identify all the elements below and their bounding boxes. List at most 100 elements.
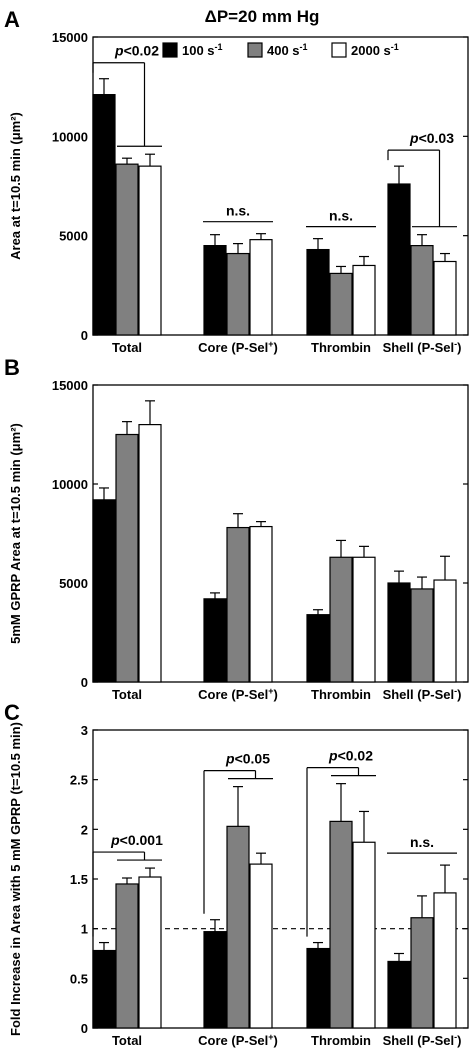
bar — [92, 949, 116, 1029]
bar — [387, 582, 411, 683]
bar — [249, 525, 273, 683]
y-tick-label: 3 — [81, 723, 88, 738]
bar — [115, 433, 139, 683]
bar — [410, 917, 434, 1029]
bar — [329, 556, 353, 683]
bar — [387, 183, 411, 336]
category-label-sup: - — [454, 686, 457, 696]
bar — [203, 245, 227, 336]
ns-label: n.s. — [226, 203, 250, 219]
bar — [306, 947, 330, 1029]
legend-label: 400 s-1 — [267, 42, 308, 58]
category-label-close: ) — [457, 1033, 461, 1048]
bar — [352, 841, 376, 1029]
p-threshold: <0.02 — [338, 748, 374, 764]
y-tick-label: 1 — [81, 922, 88, 937]
category-label: Core (P-Sel+) — [198, 686, 278, 702]
y-tick-label: 0 — [81, 1021, 88, 1036]
chart-panel: A 0 5000 10000 15000 Area at t=10.5 min (μm²)… — [4, 7, 469, 355]
category-label-text: Thrombin — [311, 340, 371, 355]
category-label-close: ) — [274, 340, 278, 355]
legend-label: 2000 s-1 — [351, 42, 399, 58]
p-symbol: p — [328, 748, 338, 764]
category-label-text: Core (P-Sel — [198, 1033, 268, 1048]
y-axis-label: 5mM GPRP Area at t=10.5 min (μm²) — [8, 423, 23, 644]
bar — [306, 614, 330, 683]
bar — [203, 598, 227, 683]
ns-label: n.s. — [329, 208, 353, 224]
bar — [92, 94, 116, 336]
p-value-label: p<0.03 — [409, 130, 454, 146]
bar — [410, 588, 434, 683]
bar — [410, 245, 434, 336]
bar — [226, 252, 250, 336]
category-label-text: Thrombin — [311, 1033, 371, 1048]
category-label-text: Core (P-Sel — [198, 687, 268, 702]
bar — [226, 825, 250, 1029]
category-label-sup: + — [268, 686, 273, 696]
category-label-close: ) — [274, 687, 278, 702]
category-label-text: Shell (P-Sel — [383, 1033, 455, 1048]
p-value-label: p<0.05 — [225, 751, 270, 767]
bar — [203, 931, 227, 1029]
category-label-text: Shell (P-Sel — [383, 340, 455, 355]
category-label: Total — [112, 340, 142, 355]
figure-title: ΔP=20 mm Hg — [205, 7, 320, 26]
panel-letter: B — [4, 355, 20, 380]
category-label: Core (P-Sel+) — [198, 1032, 278, 1048]
legend-label: 100 s-1 — [182, 42, 223, 58]
category-label: Total — [112, 1033, 142, 1048]
category-label: Shell (P-Sel-) — [383, 1032, 462, 1048]
bar — [226, 526, 250, 683]
bar — [138, 424, 162, 683]
bar — [329, 272, 353, 336]
y-tick-label: 0.5 — [70, 971, 88, 986]
p-symbol: p — [409, 130, 419, 146]
y-tick-label: 0 — [81, 675, 88, 690]
y-tick-label: 5000 — [59, 576, 88, 591]
category-label-text: Core (P-Sel — [198, 340, 268, 355]
bar — [329, 820, 353, 1029]
category-label-sup: + — [268, 339, 273, 349]
panel-letter: A — [4, 7, 20, 32]
legend-swatch — [162, 42, 178, 58]
y-tick-label: 10000 — [52, 477, 88, 492]
p-threshold: <0.03 — [419, 130, 455, 146]
y-tick-label: 5000 — [59, 229, 88, 244]
p-symbol: p — [114, 43, 124, 59]
bar — [433, 892, 457, 1029]
category-label: Total — [112, 687, 142, 702]
category-label-text: Total — [112, 687, 142, 702]
p-value-label: p<0.001 — [110, 832, 163, 848]
legend-label-text: 400 s — [267, 43, 300, 58]
bar — [249, 239, 273, 336]
category-label-text: Total — [112, 340, 142, 355]
bar — [387, 960, 411, 1029]
category-label: Shell (P-Sel-) — [383, 339, 462, 355]
category-label-close: ) — [274, 1033, 278, 1048]
bar — [352, 264, 376, 336]
y-tick-label: 15000 — [52, 378, 88, 393]
chart-panel: B 0 5000 10000 15000 5mM GPRP Area at t=10.5 … — [4, 355, 469, 702]
category-label-sup: + — [268, 1032, 273, 1042]
category-label-sup: - — [454, 339, 457, 349]
legend-label-text: 2000 s — [351, 43, 391, 58]
y-axis-label: Area at t=10.5 min (μm²) — [8, 112, 23, 260]
bar — [433, 579, 457, 683]
category-label-text: Thrombin — [311, 687, 371, 702]
p-value-label: p<0.02 — [328, 748, 373, 764]
category-label-text: Shell (P-Sel — [383, 687, 455, 702]
y-tick-label: 0 — [81, 328, 88, 343]
bar — [115, 883, 139, 1029]
chart-panel: C 0 0.5 1 1.5 2 2.5 3 Fold Increase in Area with… — [4, 700, 469, 1048]
legend-label-sup: -1 — [391, 42, 399, 52]
legend-swatch — [247, 42, 263, 58]
y-axis-label: Fold Increase in Area with 5 mM GPRP (t=… — [8, 722, 23, 1036]
category-label-text: Total — [112, 1033, 142, 1048]
p-threshold: <0.05 — [235, 751, 271, 767]
p-symbol: p — [225, 751, 235, 767]
bar — [306, 248, 330, 336]
bar — [352, 556, 376, 683]
